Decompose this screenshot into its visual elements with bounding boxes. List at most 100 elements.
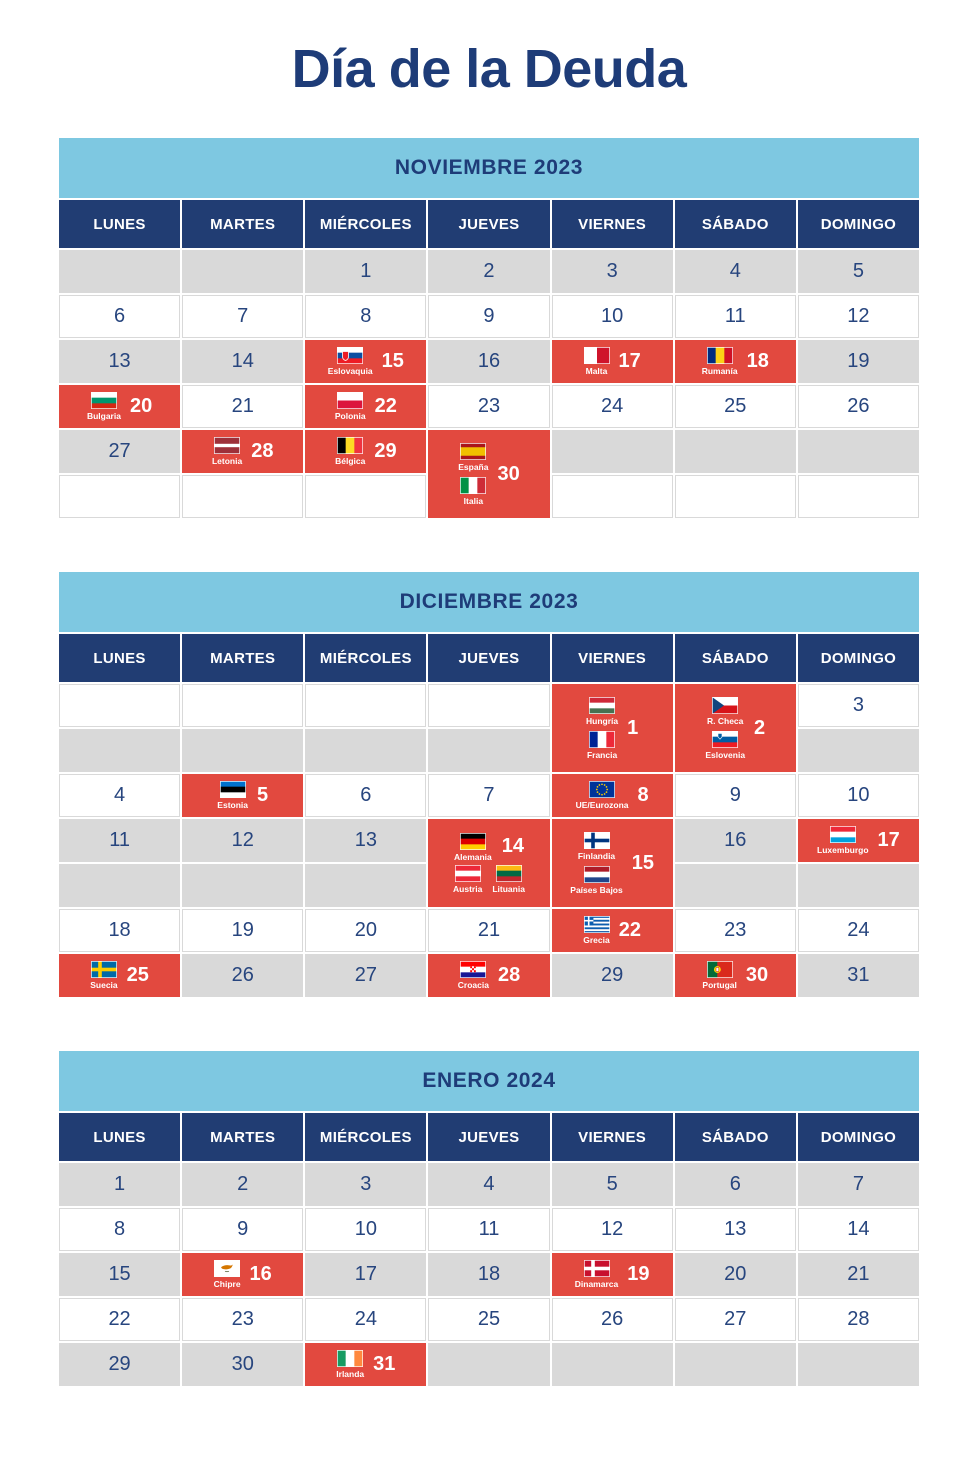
day-header-jueves: JUEVES [428,200,550,248]
eu-flag-icon [589,781,616,799]
day-cell: 12 [182,819,304,862]
debt-day-number: 1 [627,716,639,739]
debt-day-cell: R. Checa Eslovenia 2 [674,684,796,772]
day-number: 11 [724,305,746,327]
day-number: 6 [114,305,126,327]
day-number: 19 [231,919,254,941]
country: Chipre [214,1260,241,1289]
day-cell: 24 [305,1298,427,1341]
country-stack: Portugal [702,961,737,990]
day-cell: 8 [305,295,427,338]
day-cell: 1 [59,1163,181,1206]
day-header-domingo: DOMINGO [797,1113,919,1161]
day-cell: 11 [674,295,796,338]
day-header-martes: MARTES [182,200,304,248]
day-cell: 3 [797,684,919,727]
country-stack: Grecia [583,916,610,945]
debt-day-content: Suecia 25 [60,959,179,992]
debt-day-cell: Dinamarca 19 [551,1253,673,1296]
debt-day-cell: Grecia 22 [551,909,673,952]
country-label: R. Checa [707,715,744,726]
day-number: 5 [606,1173,618,1195]
debt-day-cell: Alemania 14 Austria Lituania [428,819,550,907]
calendar-diciembre-2023: DICIEMBRE 2023 LUNES MARTES MIÉRCOLES JUEVES… [57,570,921,999]
debt-day-cell: Suecia 25 [59,954,181,997]
day-header-sabado: SÁBADO [674,634,796,682]
debt-day-number: 17 [618,350,641,372]
country: Irlanda [336,1350,364,1379]
day-cell: 13 [59,340,181,383]
country-label: UE/Eurozona [575,800,629,811]
ireland-flag-icon [337,1350,364,1368]
day-cell: 13 [305,819,427,862]
day-cell: 4 [59,774,181,817]
debt-day-top-row: Alemania 14 [454,832,524,862]
day-number: 27 [724,1308,747,1330]
day-number: 7 [237,305,249,327]
debt-day-content: Bulgaria 20 [60,390,179,423]
day-number: 10 [354,1218,377,1240]
country-label: Italia [463,496,484,506]
cyprus-flag-icon [214,1260,241,1278]
day-number: 3 [606,260,618,282]
netherlands-flag-icon [583,866,610,883]
day-number: 16 [477,350,501,372]
day-cell: 14 [182,340,304,383]
country-label: Hungría [586,715,619,726]
day-cell: 13 [674,1208,796,1251]
day-cell: 28 [797,1298,919,1341]
france-flag-icon [589,731,616,748]
day-number: 25 [477,1308,501,1330]
country-label: Rumanía [701,366,738,377]
country-label: Finlandia [577,850,616,861]
day-cell: 22 [59,1298,181,1341]
day-header-lunes: LUNES [59,1113,181,1161]
day-cell: 26 [182,954,304,997]
debt-day-cell: Eslovaquia 15 [305,340,427,383]
empty-cell [305,864,427,907]
day-cell: 7 [182,295,304,338]
day-header-sabado: SÁBADO [674,1113,796,1161]
empty-cell [59,250,181,293]
empty-cell [674,1343,796,1386]
debt-day-content: Irlanda 31 [306,1348,425,1381]
empty-cell [59,729,181,772]
empty-cell [305,475,427,518]
day-number: 2 [483,260,495,282]
day-cell: 4 [428,1163,550,1206]
debt-day-content: Eslovaquia 15 [306,345,425,378]
day-number: 13 [108,350,131,372]
day-cell: 31 [797,954,919,997]
day-cell: 27 [674,1298,796,1341]
day-number: 4 [114,784,126,806]
country-label: Irlanda [336,1369,365,1380]
country-stack: Suecia [90,961,118,990]
day-header-lunes: LUNES [59,200,181,248]
debt-day-content: Polonia 22 [306,390,425,423]
country: Bulgaria [87,392,121,421]
day-header-miercoles: MIÉRCOLES [305,1113,427,1161]
debt-day-content: Letonia 28 [183,435,302,468]
day-cell: 5 [551,1163,673,1206]
country-label: Croacia [457,980,489,991]
day-header-domingo: DOMINGO [797,634,919,682]
empty-cell [59,475,181,518]
country-label: Malta [585,366,608,377]
debt-day-number: 28 [251,440,274,462]
day-header-miercoles: MIÉRCOLES [305,200,427,248]
day-header-martes: MARTES [182,1113,304,1161]
debt-day-content: Portugal 30 [676,959,795,992]
debt-day-content: Malta 17 [553,345,672,378]
day-number: 16 [724,829,747,851]
debt-day-number: 2 [754,716,766,739]
day-number: 18 [108,919,131,941]
debt-day-number: 29 [374,440,397,462]
sweden-flag-icon [90,961,117,979]
day-number: 19 [847,350,870,372]
day-cell: 24 [797,909,919,952]
day-number: 23 [231,1308,254,1330]
day-number: 12 [601,1218,624,1240]
country: Portugal [702,961,737,990]
debt-day-content: Rumanía 18 [676,345,795,378]
debt-day-cell: Luxemburgo 17 [797,819,919,862]
